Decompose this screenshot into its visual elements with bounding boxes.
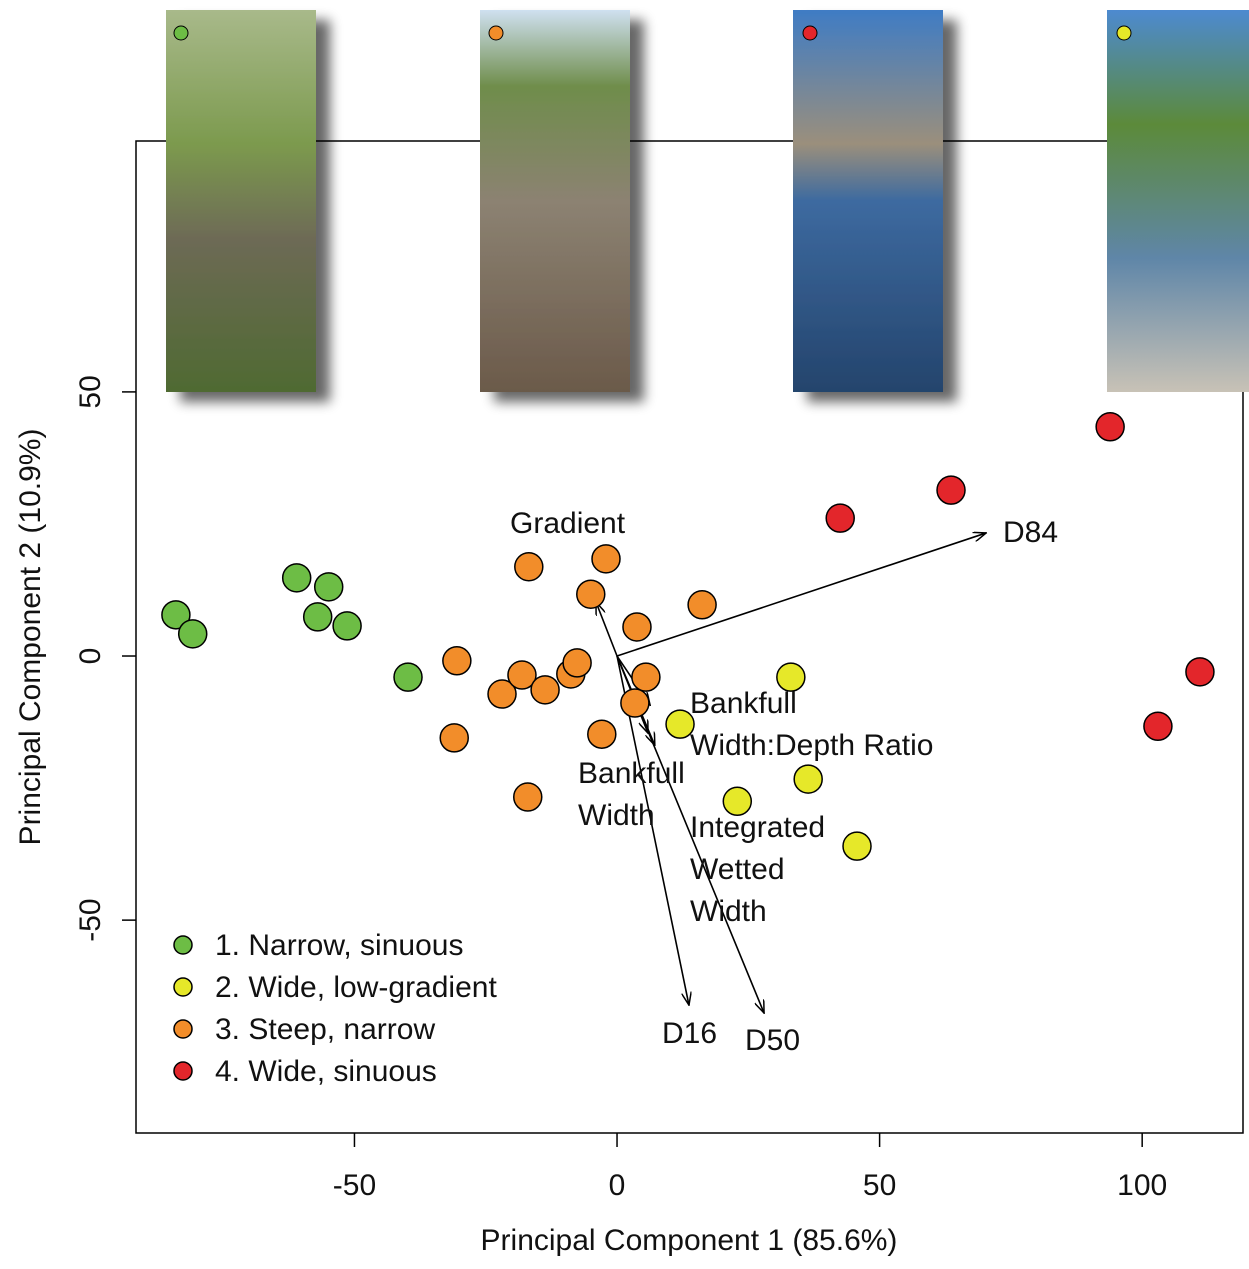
loading-arrow xyxy=(616,533,986,657)
loading-label: D16 xyxy=(662,1017,717,1050)
loading-label: Wetted xyxy=(690,853,785,886)
legend-label: 2. Wide, low-gradient xyxy=(215,971,497,1004)
point xyxy=(442,646,472,676)
point xyxy=(1143,711,1173,742)
point xyxy=(332,611,362,641)
loading-label: Bankfull xyxy=(578,757,685,790)
legend-label: 1. Narrow, sinuous xyxy=(215,929,463,962)
photo xyxy=(1107,10,1249,392)
photo xyxy=(166,10,316,392)
point xyxy=(591,544,621,574)
point xyxy=(313,572,344,602)
plot-frame xyxy=(135,140,1244,1134)
photo-group-dot xyxy=(802,25,818,41)
photo-group-dot xyxy=(488,25,504,41)
point xyxy=(439,723,469,753)
loading-arrow xyxy=(596,602,618,657)
loading-label: Width:Depth Ratio xyxy=(690,729,933,762)
legend-marker xyxy=(173,1061,193,1081)
y-axis-label: Principal Component 2 (10.9%) xyxy=(14,429,47,846)
point xyxy=(513,782,543,812)
photo xyxy=(480,10,630,392)
y-tick-label: 50 xyxy=(74,375,107,408)
loading-label: Bankfull xyxy=(690,687,797,720)
point xyxy=(722,786,753,817)
point xyxy=(1185,657,1215,687)
point xyxy=(393,662,423,692)
x-tick-label: 50 xyxy=(863,1169,896,1202)
point xyxy=(177,619,208,649)
point xyxy=(631,662,661,692)
point xyxy=(620,688,650,718)
legend-label: 3. Steep, narrow xyxy=(215,1013,435,1046)
legend-marker xyxy=(173,1019,193,1039)
point xyxy=(576,579,606,609)
legend-marker xyxy=(173,935,193,955)
y-tick-label: 0 xyxy=(74,648,107,665)
point xyxy=(776,662,806,692)
point xyxy=(842,831,872,861)
photo-strip xyxy=(166,10,1249,392)
point xyxy=(281,563,312,593)
point xyxy=(514,551,544,582)
point xyxy=(562,648,592,678)
legend-label: 4. Wide, sinuous xyxy=(215,1055,437,1088)
y-tick-label: -50 xyxy=(74,898,107,941)
photo-group-dot xyxy=(1116,25,1132,41)
point xyxy=(587,719,617,749)
point xyxy=(161,600,191,630)
photo xyxy=(793,10,943,392)
loading-label: D50 xyxy=(745,1024,800,1057)
loading-label: Width xyxy=(578,799,655,832)
point xyxy=(302,602,333,632)
legend-marker xyxy=(173,977,193,997)
point xyxy=(793,764,823,794)
loading-label: D84 xyxy=(1003,516,1058,549)
point xyxy=(687,590,717,620)
loading-label: Integrated xyxy=(690,811,825,844)
photo-group-dot xyxy=(173,25,189,41)
x-axis-label: Principal Component 1 (85.6%) xyxy=(481,1224,898,1257)
point xyxy=(665,709,695,739)
point xyxy=(825,503,855,533)
point xyxy=(507,660,537,690)
loading-label: Width xyxy=(690,895,767,928)
point xyxy=(530,675,560,705)
point xyxy=(1095,412,1125,442)
x-tick-label: -50 xyxy=(333,1169,376,1202)
point xyxy=(622,612,652,642)
loading-label: Gradient xyxy=(510,507,626,540)
x-tick-label: 100 xyxy=(1117,1169,1167,1202)
x-tick-label: 0 xyxy=(609,1169,626,1202)
point xyxy=(487,679,517,709)
point xyxy=(936,475,966,505)
